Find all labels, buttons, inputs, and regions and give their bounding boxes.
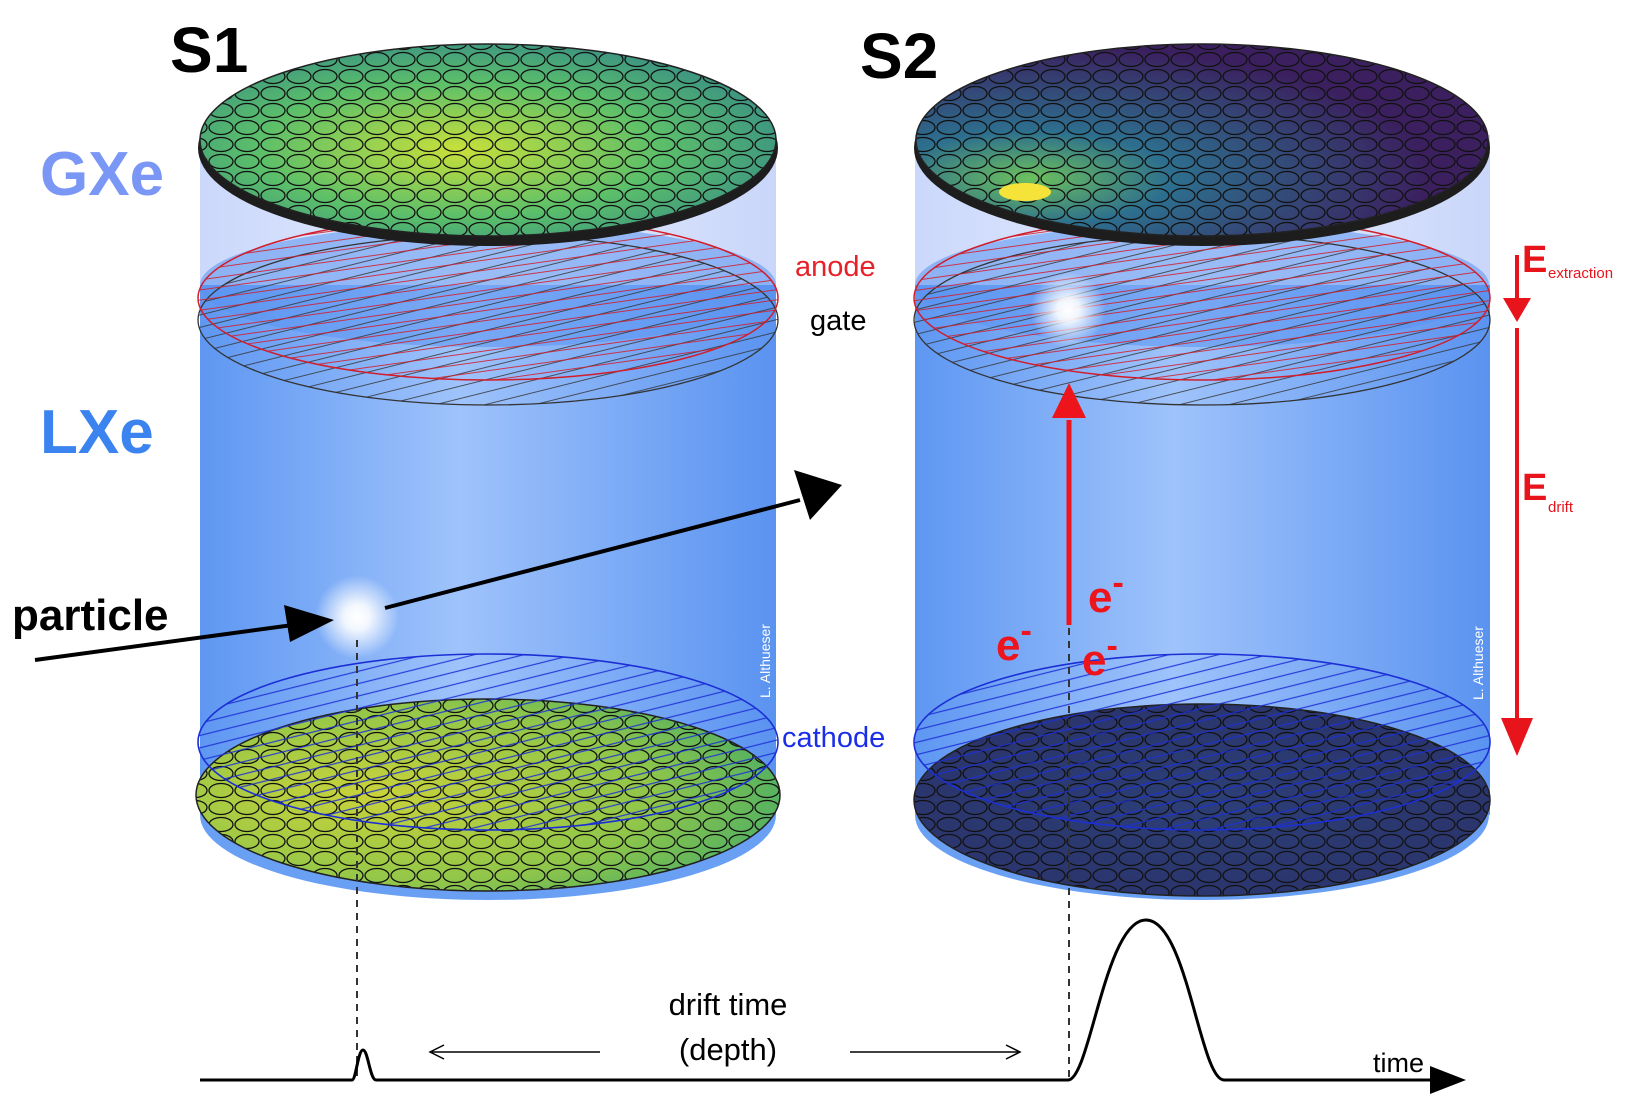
cathode-mesh-icon <box>197 653 779 831</box>
drift-time-right-arrowhead-icon <box>1005 1044 1022 1060</box>
drift-field-arrowhead-icon <box>1501 718 1533 756</box>
electron-3: e- <box>1082 627 1118 685</box>
s1-scintillation-flash-icon <box>315 575 399 659</box>
cathode-label: cathode <box>782 722 885 754</box>
time-axis-label: time <box>1373 1048 1424 1078</box>
drift-field: E drift <box>1501 328 1574 756</box>
gate-label: gate <box>810 305 866 337</box>
drift-time-sublabel: (depth) <box>679 1032 777 1067</box>
anode-label: anode <box>795 251 876 283</box>
drift-time-label: drift time <box>669 987 788 1022</box>
particle-arrowhead-out-icon <box>794 470 842 520</box>
credit-right: L. Althueser <box>1470 626 1486 700</box>
electron-2: e- <box>996 612 1032 670</box>
pmt-array-top-icon <box>198 43 778 246</box>
extraction-field: E extraction <box>1503 239 1613 322</box>
waveform-trace <box>200 918 1432 1082</box>
particle-label: particle <box>12 591 169 640</box>
electron-drift-arrowhead-icon <box>1052 383 1086 418</box>
waveform: time drift time (depth) <box>200 918 1466 1094</box>
liquid-phase-label: LXe <box>40 398 154 467</box>
time-axis-arrowhead-icon <box>1430 1066 1466 1094</box>
particle-arrowhead-in-icon <box>284 605 334 642</box>
drift-field-symbol: E <box>1522 467 1547 509</box>
drift-field-subscript: drift <box>1548 499 1574 516</box>
gas-phase-label: GXe <box>40 140 164 209</box>
extraction-field-symbol: E <box>1522 239 1547 281</box>
particle-track-in <box>34 620 316 662</box>
electron-1: e- <box>1088 564 1124 622</box>
drift-time-left-arrowhead-icon <box>428 1044 445 1060</box>
cathode-mesh-s2-icon <box>913 653 1491 831</box>
particle-track-out <box>384 498 801 610</box>
credit-left: L. Althueser <box>757 624 773 698</box>
s2-tpc: L. Althueser <box>913 43 1491 1080</box>
electrons: e- e- e- <box>996 564 1124 685</box>
pmt-array-top-s2-icon <box>914 43 1490 246</box>
s1-tpc: L. Althueser <box>34 43 842 1080</box>
s1-title: S1 <box>170 14 248 86</box>
s2-title: S2 <box>860 20 938 92</box>
extraction-field-arrowhead-icon <box>1503 298 1531 322</box>
extraction-field-subscript: extraction <box>1548 265 1613 282</box>
s2-proportional-flash-icon <box>1030 272 1106 348</box>
